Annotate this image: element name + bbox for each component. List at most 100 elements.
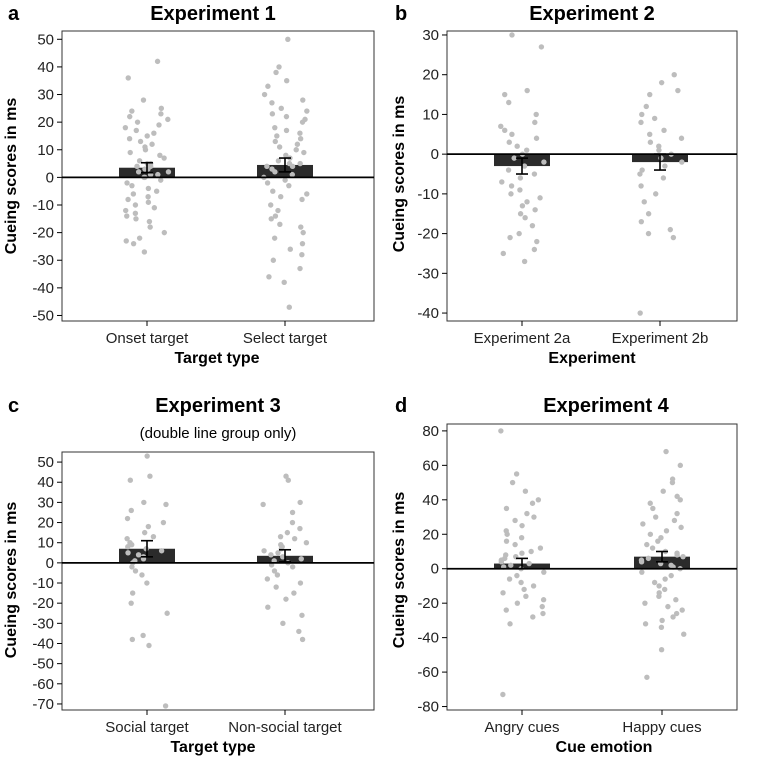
data-point	[647, 531, 654, 537]
plot-area: 50 40 30 20 10 0 -10 -20 -30 -40 -50 Onset target Se…	[32, 30, 375, 347]
data-point	[273, 584, 279, 590]
data-point	[651, 115, 658, 122]
x-axis-label: Target type	[170, 739, 255, 756]
data-point	[128, 600, 134, 606]
data-point	[504, 531, 510, 537]
data-point	[125, 544, 131, 550]
data-point	[531, 246, 538, 253]
data-point	[275, 158, 282, 164]
data-point	[145, 194, 151, 200]
y-tick-label: 30	[37, 87, 54, 104]
data-point	[516, 230, 522, 237]
data-point	[304, 191, 310, 197]
data-point	[509, 131, 515, 137]
y-tick-label: -50	[32, 656, 54, 673]
data-point	[658, 155, 664, 161]
data-point	[651, 579, 658, 586]
data-point	[140, 632, 146, 639]
data-point	[500, 590, 506, 596]
data-point	[638, 183, 644, 189]
y-tick-label: -50	[32, 307, 54, 324]
data-point	[125, 75, 131, 81]
data-point	[282, 177, 288, 183]
data-point	[660, 175, 667, 181]
data-point	[638, 218, 645, 225]
data-point	[280, 620, 286, 627]
data-point	[124, 515, 131, 522]
y-tick-label: 40	[37, 474, 54, 491]
data-point	[526, 560, 532, 567]
data-point	[272, 169, 278, 175]
data-point	[671, 517, 678, 524]
data-point	[505, 167, 512, 173]
y-axis-label: Cueing scores in ms	[3, 98, 20, 255]
data-point	[508, 562, 514, 568]
data-point	[289, 564, 296, 570]
panel-experiment-3: c Experiment 3 (double line group only) …	[3, 395, 375, 756]
panel-experiment-4: d Experiment 4 Cueing scores in ms Cue e…	[391, 395, 738, 756]
data-point	[517, 211, 524, 217]
data-point	[507, 234, 513, 241]
data-point	[524, 199, 530, 205]
data-point	[132, 568, 139, 574]
data-point	[296, 628, 302, 635]
panel-letter: c	[8, 395, 19, 417]
y-tick-label: -40	[417, 305, 439, 322]
data-point	[299, 196, 305, 203]
data-point	[270, 188, 276, 194]
data-point	[541, 569, 547, 575]
data-point	[653, 191, 659, 197]
data-point	[297, 580, 304, 586]
data-point	[300, 97, 306, 103]
data-point	[269, 111, 276, 117]
data-point	[165, 116, 171, 123]
chart-title: Experiment 2	[529, 3, 655, 25]
data-point	[163, 501, 169, 508]
chart-title: Experiment 1	[150, 3, 276, 25]
x-tick-label: Happy cues	[622, 719, 701, 736]
data-point	[123, 238, 129, 244]
data-point	[679, 607, 685, 613]
data-point	[662, 163, 668, 169]
data-point	[656, 143, 662, 149]
data-point	[540, 610, 546, 617]
y-tick-label: -30	[32, 252, 54, 269]
data-point	[135, 552, 142, 558]
data-point	[518, 535, 525, 541]
data-point	[261, 548, 267, 554]
data-point	[145, 185, 152, 192]
y-tick-label: 30	[37, 494, 54, 511]
y-tick-label: -60	[417, 664, 439, 681]
y-axis-label: Cueing scores in ms	[3, 502, 20, 659]
y-tick-label: 20	[422, 526, 439, 543]
data-point	[278, 105, 284, 112]
y-tick-label: -20	[32, 225, 54, 242]
data-point	[679, 159, 685, 165]
data-point	[644, 541, 650, 548]
data-point	[513, 471, 520, 477]
data-point	[272, 213, 279, 219]
y-tick-label: -10	[32, 197, 54, 214]
data-point	[532, 119, 538, 126]
data-point	[278, 194, 284, 200]
data-point	[519, 550, 525, 556]
data-point	[656, 583, 662, 589]
data-point	[136, 235, 143, 241]
y-tick-label: 20	[37, 515, 54, 532]
data-point	[300, 229, 306, 236]
y-tick-label: -70	[32, 696, 54, 713]
data-point	[299, 119, 306, 125]
data-point	[498, 428, 504, 434]
data-point	[514, 572, 520, 579]
data-point	[151, 130, 157, 136]
data-point	[529, 500, 536, 506]
y-tick-label: 40	[37, 59, 54, 76]
data-point	[647, 91, 653, 98]
data-point	[287, 246, 293, 252]
x-axis-label: Target type	[174, 350, 259, 367]
data-point	[673, 597, 679, 603]
chart-title: Experiment 4	[543, 395, 669, 417]
data-point	[144, 453, 150, 459]
data-point	[268, 202, 274, 208]
data-point	[264, 180, 271, 186]
